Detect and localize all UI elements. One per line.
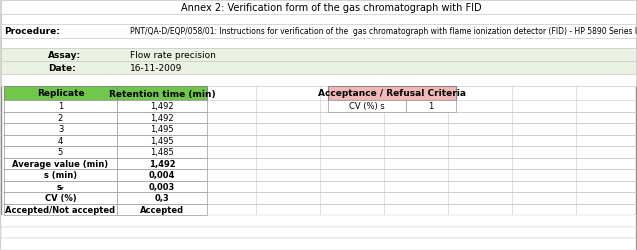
Bar — [117, 169, 207, 181]
Bar — [1, 39, 636, 49]
Text: Replicate: Replicate — [37, 89, 84, 98]
Text: 1,492: 1,492 — [150, 102, 174, 111]
Text: Average value (min): Average value (min) — [13, 159, 108, 168]
Bar — [117, 146, 207, 158]
Text: 1,492: 1,492 — [150, 113, 174, 122]
Bar — [4, 135, 117, 146]
Text: 2: 2 — [58, 113, 63, 122]
Bar — [4, 87, 117, 101]
Bar — [4, 158, 117, 169]
Text: s (min): s (min) — [44, 170, 77, 179]
Text: PNT/QA-D/EQP/058/01: Instructions for verification of the  gas chromatograph wit: PNT/QA-D/EQP/058/01: Instructions for ve… — [130, 28, 637, 36]
Bar — [1, 75, 636, 87]
Text: Annex 2: Verification form of the gas chromatograph with FID: Annex 2: Verification form of the gas ch… — [181, 3, 482, 13]
Text: Assay:: Assay: — [48, 51, 81, 60]
Text: 0,004: 0,004 — [149, 170, 175, 179]
Bar — [406, 100, 456, 112]
Text: 0,3: 0,3 — [155, 194, 169, 202]
Bar — [1, 49, 636, 62]
Bar — [4, 181, 117, 192]
Bar — [1, 215, 636, 226]
Bar — [1, 62, 636, 75]
Text: sᵣ: sᵣ — [57, 182, 64, 191]
Bar — [4, 124, 117, 135]
Text: 5: 5 — [58, 148, 63, 156]
Bar — [117, 181, 207, 192]
Bar — [1, 1, 636, 15]
Text: 1,495: 1,495 — [150, 136, 174, 145]
Text: Accepted: Accepted — [140, 205, 184, 214]
Text: CV (%): CV (%) — [45, 194, 76, 202]
Bar — [328, 87, 456, 101]
Bar — [117, 158, 207, 169]
Text: 4: 4 — [58, 136, 63, 145]
Text: 3: 3 — [58, 125, 63, 134]
Bar — [1, 25, 636, 39]
Text: 16-11-2009: 16-11-2009 — [130, 64, 182, 73]
Text: 1,495: 1,495 — [150, 125, 174, 134]
Bar — [4, 112, 117, 124]
Bar — [4, 192, 117, 204]
Bar — [328, 100, 406, 112]
Bar — [117, 124, 207, 135]
Bar — [4, 100, 117, 112]
Bar — [1, 25, 636, 39]
Bar — [117, 87, 207, 101]
Text: Retention time (min): Retention time (min) — [109, 89, 215, 98]
Text: 1,492: 1,492 — [148, 159, 175, 168]
Text: Date:: Date: — [48, 64, 76, 73]
Text: CV (%) s: CV (%) s — [349, 102, 385, 111]
Bar — [117, 112, 207, 124]
Bar — [1, 238, 636, 250]
Text: 1: 1 — [428, 102, 434, 111]
Bar — [117, 100, 207, 112]
Text: 1,485: 1,485 — [150, 148, 174, 156]
Bar — [1, 226, 636, 238]
Bar — [117, 135, 207, 146]
Bar — [4, 146, 117, 158]
Text: 1: 1 — [58, 102, 63, 111]
Bar — [1, 75, 636, 87]
Bar — [1, 15, 636, 25]
Bar — [1, 62, 636, 75]
Text: 0,003: 0,003 — [149, 182, 175, 191]
Text: Accepted/Not accepted: Accepted/Not accepted — [6, 205, 115, 214]
Bar — [117, 192, 207, 204]
Bar — [117, 204, 207, 215]
Text: Acceptance / Refusal Criteria: Acceptance / Refusal Criteria — [318, 89, 466, 98]
Bar — [4, 169, 117, 181]
Bar — [1, 49, 636, 62]
Bar — [1, 1, 636, 15]
Bar — [4, 204, 117, 215]
Text: Flow rate precision: Flow rate precision — [130, 51, 216, 60]
Text: Procedure:: Procedure: — [4, 28, 60, 36]
